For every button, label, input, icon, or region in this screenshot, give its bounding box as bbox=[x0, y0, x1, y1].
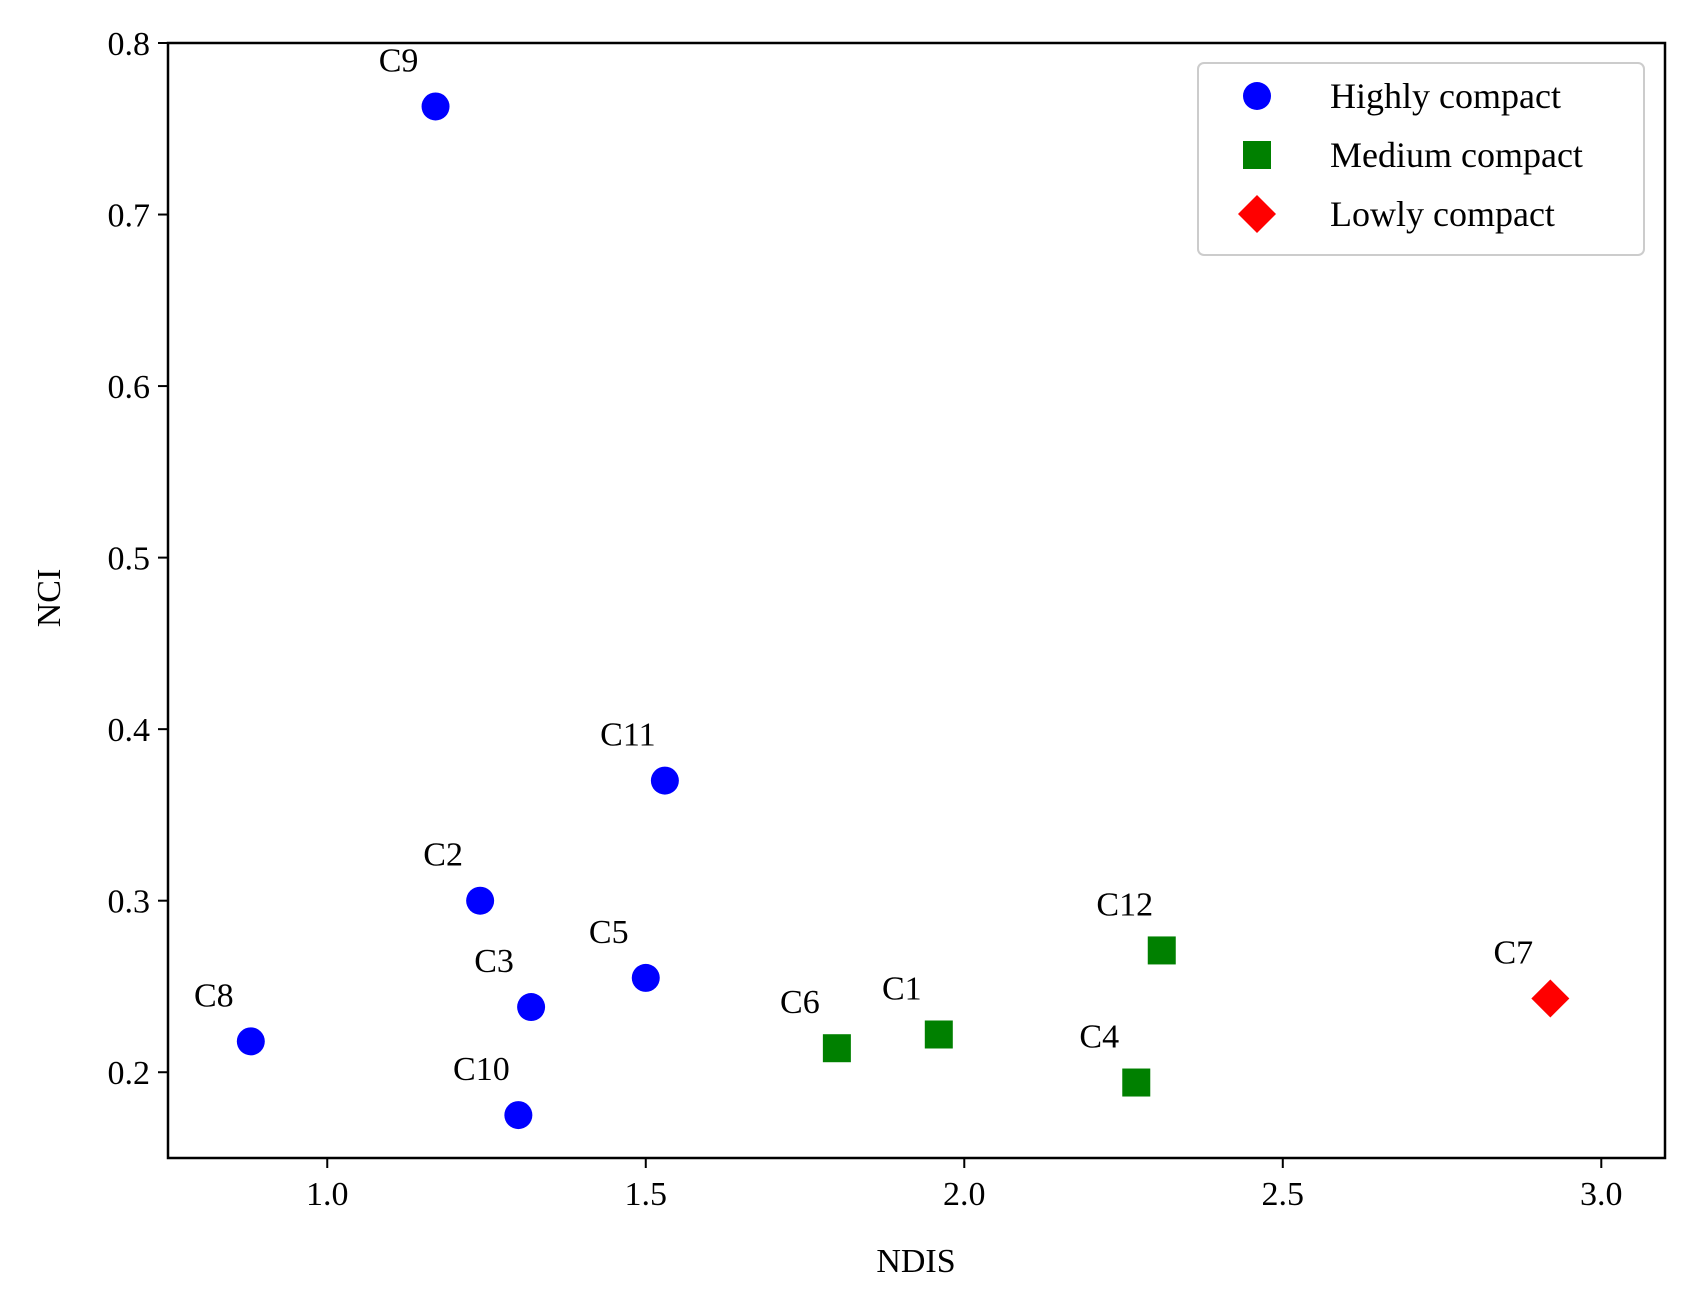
y-axis-label: NCI bbox=[31, 569, 68, 628]
data-point-c10 bbox=[504, 1101, 533, 1130]
legend-label: Highly compact bbox=[1330, 76, 1561, 116]
x-tick-label: 1.0 bbox=[306, 1176, 349, 1213]
data-point-c4 bbox=[1122, 1068, 1151, 1097]
x-tick-label: 1.5 bbox=[625, 1176, 668, 1213]
y-tick-label: 0.5 bbox=[108, 541, 151, 578]
y-tick-label: 0.7 bbox=[108, 198, 151, 235]
legend-marker-circle bbox=[1243, 82, 1271, 110]
data-points bbox=[236, 92, 1570, 1130]
data-point-c12 bbox=[1147, 936, 1176, 965]
point-label-c8: C8 bbox=[194, 977, 234, 1014]
point-label-c10: C10 bbox=[453, 1051, 510, 1088]
y-tick-label: 0.8 bbox=[108, 26, 151, 63]
data-point-c2 bbox=[466, 886, 495, 915]
point-label-c9: C9 bbox=[379, 42, 419, 79]
point-label-c3: C3 bbox=[474, 943, 514, 980]
point-label-c12: C12 bbox=[1096, 886, 1153, 923]
point-label-c1: C1 bbox=[882, 970, 922, 1007]
data-point-c3 bbox=[517, 993, 546, 1022]
point-label-c2: C2 bbox=[423, 837, 463, 874]
y-tick-label: 0.3 bbox=[108, 884, 151, 921]
point-label-c4: C4 bbox=[1079, 1019, 1119, 1056]
point-label-c6: C6 bbox=[780, 984, 820, 1021]
data-point-c9 bbox=[421, 92, 450, 121]
legend: Highly compact Medium compact Lowly compac… bbox=[1197, 62, 1645, 256]
x-tick-label: 2.0 bbox=[943, 1176, 986, 1213]
legend-label: Lowly compact bbox=[1330, 194, 1555, 234]
x-tick-label: 3.0 bbox=[1580, 1176, 1623, 1213]
plot-area: 1.0 1.5 2.0 2.5 3.0 0.2 0.3 0.4 0.5 0.6 0.7 0.8 bbox=[108, 26, 1667, 1213]
legend-label: Medium compact bbox=[1330, 135, 1583, 175]
point-label-c5: C5 bbox=[589, 914, 629, 951]
data-point-c5 bbox=[631, 963, 660, 992]
plot-frame bbox=[166, 41, 1667, 1160]
legend-box bbox=[1197, 62, 1645, 256]
data-point-c6 bbox=[822, 1034, 851, 1063]
point-label-c11: C11 bbox=[600, 717, 655, 754]
x-axis-label: NDIS bbox=[876, 1243, 955, 1280]
data-point-c11 bbox=[650, 766, 679, 795]
point-label-c7: C7 bbox=[1493, 934, 1533, 971]
legend-marker-square bbox=[1243, 141, 1271, 169]
data-point-c1 bbox=[924, 1020, 953, 1049]
y-tick-label: 0.4 bbox=[108, 712, 151, 749]
data-point-c7 bbox=[1531, 979, 1570, 1018]
point-labels: C9 C11 C2 C5 C3 C8 C10 C12 C1 C6 C4 C7 bbox=[194, 42, 1533, 1088]
data-point-c8 bbox=[236, 1027, 265, 1056]
legend-marker-diamond bbox=[1238, 195, 1276, 233]
y-tick-label: 0.6 bbox=[108, 369, 151, 406]
y-tick-label: 0.2 bbox=[108, 1055, 151, 1092]
x-tick-label: 2.5 bbox=[1262, 1176, 1305, 1213]
